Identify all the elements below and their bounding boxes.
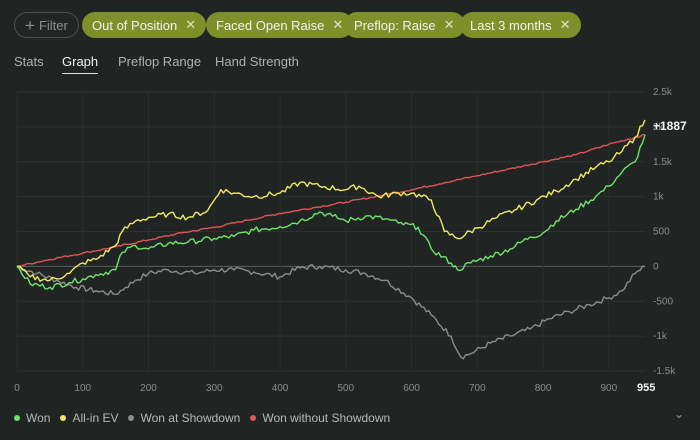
close-icon[interactable]: ✕ <box>332 17 344 32</box>
x-tick-label: 100 <box>74 383 91 394</box>
chevron-down-icon[interactable]: ⌄ <box>673 407 685 421</box>
tab-graph[interactable]: Graph <box>62 54 99 74</box>
close-icon[interactable]: ✕ <box>559 17 571 32</box>
y-tick-label: 0 <box>653 261 659 272</box>
filter-chip-label: Faced Open Raise <box>216 17 325 33</box>
series-line-won-at-showdown <box>16 264 646 360</box>
filter-chip-label: Out of Position <box>92 17 178 33</box>
end-value-label: +1887 <box>653 119 687 133</box>
profit-graph[interactable]: 2.5k 2k 1.5k 1k 500 0 -500 -1k -1.5k 0 100 200 300 4… <box>0 80 700 400</box>
filter-chip-label: Preflop: Raise <box>354 17 436 33</box>
close-icon[interactable]: ✕ <box>185 17 197 32</box>
tab-hand-strength[interactable]: Hand Strength <box>215 54 299 69</box>
filter-chip-label: Last 3 months <box>470 17 552 33</box>
series-line-all-in-ev <box>16 119 646 282</box>
x-tick-label: 0 <box>14 383 20 394</box>
x-tick-label: 200 <box>140 383 157 394</box>
close-icon[interactable]: ✕ <box>443 17 455 32</box>
y-tick-label: -1.5k <box>653 366 676 377</box>
legend-item-all-in-ev[interactable]: All-in EV <box>60 410 118 426</box>
tab-stats[interactable]: Stats <box>14 54 44 69</box>
legend-label: Won at Showdown <box>140 411 241 425</box>
y-tick-label: 2k <box>653 122 665 133</box>
tab-bar: Stats Graph Preflop Range Hand Strength <box>0 54 700 78</box>
filter-chip-faced-open-raise[interactable]: Faced Open Raise ✕ <box>206 12 354 38</box>
y-axis-labels: 2.5k 2k 1.5k 1k 500 0 -500 -1k -1.5k <box>653 87 676 377</box>
legend-dot <box>14 415 20 421</box>
add-filter-label: Filter <box>38 17 68 33</box>
add-filter-button[interactable]: + Filter <box>14 12 79 38</box>
x-axis-labels: 0 100 200 300 400 500 600 700 800 900 <box>14 383 617 394</box>
x-tick-label: 600 <box>403 383 420 394</box>
chart-series <box>16 119 646 360</box>
x-tick-label: 700 <box>469 383 486 394</box>
x-tick-label: 800 <box>535 383 552 394</box>
filter-chip-preflop-raise[interactable]: Preflop: Raise ✕ <box>344 12 465 38</box>
filter-bar: + Filter Out of Position ✕ Faced Open Ra… <box>0 0 700 48</box>
x-tick-label: 400 <box>272 383 289 394</box>
series-line-won <box>16 134 646 291</box>
y-tick-label: 1.5k <box>653 157 673 168</box>
filter-chip-out-of-position[interactable]: Out of Position ✕ <box>82 12 207 38</box>
legend-label: All-in EV <box>72 411 119 425</box>
legend-label: Won <box>26 411 51 425</box>
y-tick-label: 1k <box>653 192 665 203</box>
y-tick-label: 500 <box>653 227 670 238</box>
filter-chip-last-3-months[interactable]: Last 3 months ✕ <box>460 12 581 38</box>
y-tick-label: -500 <box>653 296 673 307</box>
y-tick-label: -1k <box>653 331 668 342</box>
chart-legend: Won All-in EV Won at Showdown Won withou… <box>14 410 390 426</box>
legend-item-won-without-showdown[interactable]: Won without Showdown <box>250 410 390 426</box>
legend-dot <box>128 415 135 421</box>
legend-item-won[interactable]: Won <box>14 410 50 426</box>
x-axis-end-label: 955 <box>637 382 655 394</box>
chart-grid <box>16 91 645 372</box>
series-line-won-without-showdown <box>17 133 646 268</box>
tab-preflop-range[interactable]: Preflop Range <box>118 54 202 69</box>
x-tick-label: 500 <box>337 383 354 394</box>
x-tick-label: 300 <box>206 383 223 394</box>
legend-label: Won without Showdown <box>262 411 391 425</box>
legend-item-won-at-showdown[interactable]: Won at Showdown <box>128 410 240 426</box>
y-tick-label: 2.5k <box>653 87 673 98</box>
legend-dot <box>60 415 67 421</box>
x-tick-label: 900 <box>600 383 617 394</box>
legend-dot <box>250 415 257 421</box>
plus-icon: + <box>25 15 35 35</box>
